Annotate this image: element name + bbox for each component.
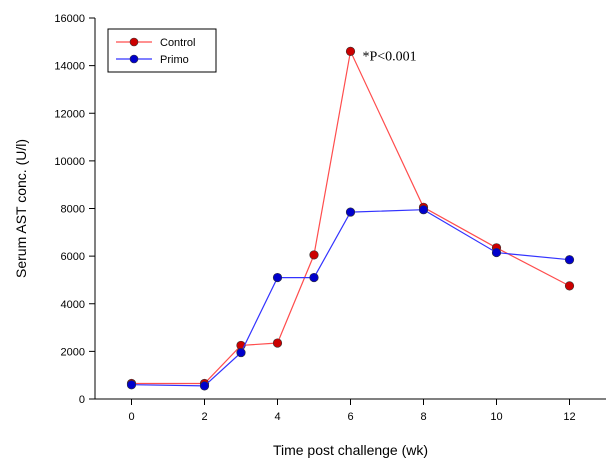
y-tick-label: 0: [79, 394, 85, 406]
data-point-primo: [418, 205, 429, 215]
y-axis-label: Serum AST conc. (U/l): [13, 139, 29, 278]
ticks: 0 2 4 6 8 10 12 0 2000 4000 6000 8000 10000 12000 1400…: [54, 13, 575, 423]
data-point-primo: [272, 272, 283, 283]
data-point-primo: [126, 380, 137, 390]
y-tick-label: 14000: [54, 61, 85, 73]
series-line-primo: [131, 209, 570, 387]
x-tick-label: 2: [201, 411, 207, 423]
data-point-control: [272, 338, 283, 348]
series-line-control: [131, 49, 570, 385]
annotation-layer: *P<0.001: [363, 49, 417, 64]
series-layer: [126, 46, 575, 391]
data-point-control: [345, 46, 356, 56]
data-point-control: [309, 250, 319, 260]
x-tick-label: 0: [128, 411, 134, 423]
data-point-primo: [564, 255, 575, 265]
y-tick-label: 8000: [61, 204, 85, 216]
data-point-primo: [309, 272, 319, 283]
legend-marker: [129, 37, 139, 47]
data-point-control: [564, 281, 575, 291]
legend-label: Control: [160, 37, 195, 49]
x-tick-label: 10: [490, 411, 502, 423]
data-point-primo: [199, 381, 210, 391]
x-tick-label: 8: [420, 411, 426, 423]
x-axis-label: Time post challenge (wk): [273, 442, 428, 458]
y-tick-label: 2000: [61, 346, 85, 358]
legend-item-control: Control: [116, 37, 195, 49]
legend: Control Primo: [107, 28, 217, 73]
annotation-label: *P<0.001: [363, 49, 417, 64]
x-tick-label: 4: [274, 411, 280, 423]
y-tick-label: 4000: [61, 299, 85, 311]
data-point-primo: [491, 247, 502, 258]
data-point-primo: [345, 207, 356, 217]
series-control: [126, 46, 575, 389]
y-tick-label: 16000: [54, 13, 85, 25]
legend-item-primo: Primo: [116, 54, 189, 66]
legend-box: [107, 28, 217, 73]
y-tick-label: 12000: [54, 108, 85, 120]
x-tick-label: 6: [347, 411, 353, 423]
series-primo: [126, 205, 575, 391]
legend-label: Primo: [160, 54, 189, 66]
legend-marker: [129, 54, 139, 64]
x-tick-label: 12: [563, 411, 575, 423]
y-tick-label: 6000: [61, 251, 85, 263]
data-point-primo: [236, 347, 246, 358]
y-tick-label: 10000: [54, 156, 85, 168]
